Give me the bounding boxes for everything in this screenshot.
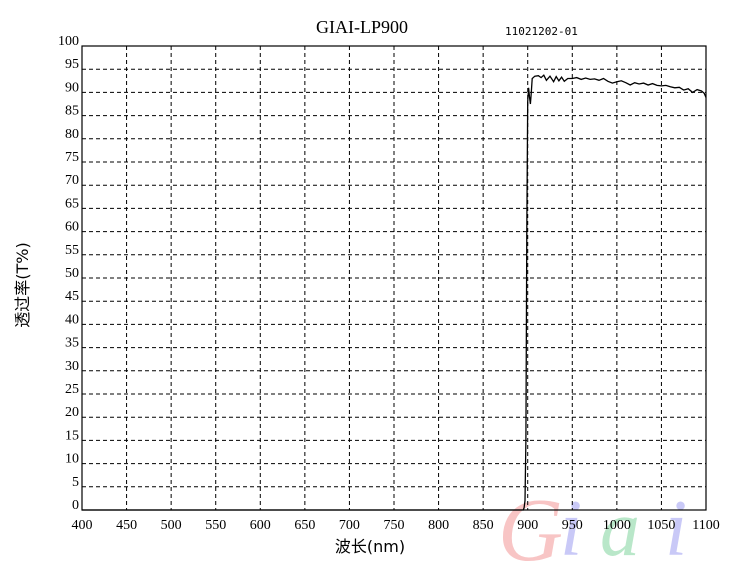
x-tick-label: 800 (428, 518, 449, 533)
x-tick-label: 450 (116, 518, 137, 533)
chart-title: GIAI-LP900 (316, 17, 408, 37)
y-tick-label: 80 (65, 127, 79, 142)
x-tick-label: 650 (294, 518, 315, 533)
x-tick-label: 550 (205, 518, 226, 533)
x-tick-label: 1100 (692, 518, 719, 533)
y-tick-label: 65 (65, 196, 79, 211)
svg-text:i: i (560, 485, 582, 568)
y-tick-label: 35 (65, 336, 79, 351)
svg-text:G: G (498, 481, 563, 568)
y-tick-label: 55 (65, 243, 79, 258)
y-tick-label: 40 (65, 312, 79, 327)
y-axis-label: 透过率(T%) (13, 242, 32, 327)
x-tick-label: 1050 (647, 518, 675, 533)
y-tick-label: 30 (65, 359, 79, 374)
y-tick-label: 0 (72, 498, 79, 513)
x-tick-label: 1000 (603, 518, 631, 533)
x-tick-label: 900 (517, 518, 538, 533)
y-tick-label: 50 (65, 266, 79, 281)
y-tick-label: 5 (72, 475, 79, 490)
y-tick-label: 75 (65, 150, 79, 165)
x-tick-label: 950 (562, 518, 583, 533)
x-tick-label: 850 (473, 518, 494, 533)
y-tick-label: 20 (65, 405, 79, 420)
y-tick-label: 85 (65, 104, 79, 119)
x-tick-label: 600 (250, 518, 271, 533)
y-tick-label: 70 (65, 173, 79, 188)
transmission-line (82, 74, 707, 511)
x-tick-label: 500 (161, 518, 182, 533)
grid (82, 46, 706, 510)
y-tick-label: 95 (65, 57, 79, 72)
x-tick-label: 700 (339, 518, 360, 533)
x-tick-label: 750 (384, 518, 405, 533)
x-tick-label: 400 (72, 518, 93, 533)
y-tick-label: 90 (65, 80, 79, 95)
y-tick-label: 60 (65, 220, 79, 235)
sample-id-annotation: 11021202-01 (505, 25, 578, 38)
y-tick-label: 45 (65, 289, 79, 304)
x-axis-label: 波长(nm) (335, 537, 405, 556)
y-tick-label: 15 (65, 428, 79, 443)
y-tick-label: 10 (65, 452, 79, 467)
svg-text:a: a (600, 485, 640, 568)
svg-text:i: i (665, 485, 687, 568)
giai-logo-watermark: G i a i (498, 481, 687, 568)
y-tick-label: 100 (58, 34, 79, 49)
y-tick-label: 25 (65, 382, 79, 397)
